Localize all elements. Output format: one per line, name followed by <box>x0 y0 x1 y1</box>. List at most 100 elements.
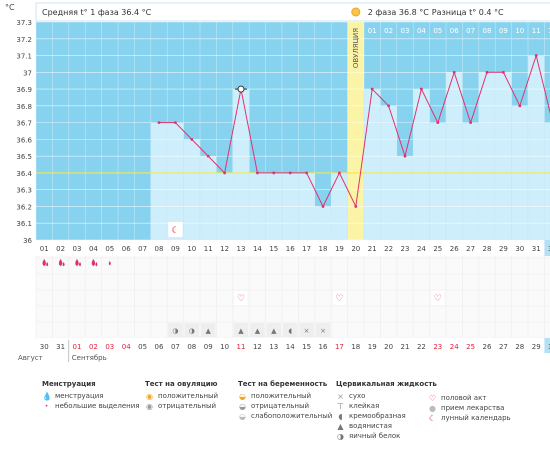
ovulation-negative-icon: ◉ <box>146 401 153 411</box>
moon-cell <box>168 222 183 237</box>
ovulation-band <box>347 22 364 240</box>
menstruation-drop-icon <box>75 259 79 266</box>
y-tick-label: 37 <box>23 69 32 77</box>
watery-icon: ▲ <box>255 327 261 335</box>
calendar-bar <box>36 338 550 353</box>
spotting-drop-icon <box>108 261 111 266</box>
cycle-day-label: 04 <box>417 27 426 35</box>
legend-cervical-title: Цервикальная жидкость <box>336 380 437 388</box>
small-drop-icon: • <box>44 402 49 410</box>
day-axis-bar <box>36 240 550 256</box>
mucus-cell <box>201 323 216 337</box>
cycle-day-label: 11 <box>532 27 541 35</box>
temperature-column <box>150 122 168 241</box>
calendar-date-label: 24 <box>450 343 459 351</box>
calendar-date-label: 27 <box>499 343 508 351</box>
difference-text: Разница t° 0.4 °С <box>432 8 504 17</box>
temperature-point <box>370 87 374 91</box>
today-highlight <box>544 240 550 256</box>
legend-pregnancy-test: Тест на беременность ◒ положительный ◒ отр… <box>238 380 332 421</box>
legend-cervical-item: яичный белок <box>349 432 401 440</box>
day-tick-label: 11 <box>204 245 213 253</box>
legend-other-item: прием лекарства <box>441 404 505 412</box>
temperature-column <box>232 88 250 241</box>
temperature-point <box>534 54 538 57</box>
legend-cervical: Цервикальная жидкость × сухо ⊤ клейкая ◖ кр… <box>336 380 437 441</box>
temperature-point <box>272 171 276 175</box>
calendar-date-label: 23 <box>433 343 442 351</box>
day-tick-label: 06 <box>122 245 131 253</box>
ovulation-positive-icon: ◉ <box>146 391 153 401</box>
calendar-date-label: 07 <box>171 343 180 351</box>
temperature-column <box>429 122 447 241</box>
day-tick-label: 32 <box>548 245 550 253</box>
calendar-date-label: 30 <box>40 343 49 351</box>
legend-menstruation-item: менструация <box>55 392 104 400</box>
pill-icon: ● <box>429 403 436 413</box>
legend-cervical-item: водянистая <box>349 422 393 430</box>
temperature-chart: °С Средняя t° 1 фаза 36.4 °С 2 фаза 36.8 °… <box>5 2 550 362</box>
temperature-point <box>190 137 194 141</box>
calendar-date-label: 13 <box>269 343 278 351</box>
temperature-column <box>527 55 545 241</box>
sun-icon <box>351 7 361 17</box>
legend-ovulation-item: отрицательный <box>158 402 217 410</box>
heart-cell <box>333 291 346 305</box>
calendar-date-label: 08 <box>187 343 196 351</box>
calendar-date-label: 10 <box>220 343 229 351</box>
calendar-date-label: 11 <box>237 343 246 351</box>
day-tick-label: 30 <box>515 245 524 253</box>
temperature-column <box>462 122 480 241</box>
legend-menstruation-title: Менструация <box>42 380 96 388</box>
legend-menstruation: Менструация 💧 менструация • небольшие выде… <box>42 380 140 411</box>
day-tick-label: 02 <box>56 245 65 253</box>
temperature-point <box>403 154 407 158</box>
temperature-point <box>256 171 259 175</box>
menstruation-drop-icon <box>62 262 65 267</box>
day-tick-label: 28 <box>483 245 492 253</box>
day-tick-label: 16 <box>286 245 295 253</box>
legend-ovulation-test: Тест на овуляцию ◉ положительный ◉ отрицат… <box>145 380 218 411</box>
day-tick-label: 31 <box>532 245 541 253</box>
cycle-day-label: 05 <box>433 27 442 35</box>
mucus-cell <box>283 323 298 337</box>
heart-icon: ♡ <box>335 294 343 304</box>
day-tick-label: 23 <box>401 245 410 253</box>
day-tick-label: 12 <box>220 245 229 253</box>
egg-white-icon: ◑ <box>172 327 178 335</box>
calendar-date-label: 18 <box>351 343 360 351</box>
calendar-date-label: 29 <box>532 343 541 351</box>
day-tick-label: 05 <box>105 245 114 253</box>
calendar-date-label: 14 <box>286 343 295 351</box>
calendar-date-label: 21 <box>401 343 410 351</box>
menstruation-drop-icon <box>46 262 49 267</box>
temperature-point <box>518 104 522 108</box>
pregnancy-negative-icon: ◒ <box>239 401 246 411</box>
temperature-column <box>363 88 381 241</box>
menstruation-drop-icon <box>42 259 46 266</box>
cycle-day-label: 03 <box>401 27 410 35</box>
legend-other-item: половой акт <box>441 394 487 402</box>
egg-white-icon: ◑ <box>337 431 344 441</box>
month-label: Сентябрь <box>72 354 107 362</box>
temperature-point <box>338 171 341 175</box>
heart-icon: ♡ <box>428 393 437 403</box>
mucus-cell <box>299 323 314 337</box>
menstruation-drop-icon <box>58 259 63 266</box>
heart-icon: ♡ <box>237 294 245 304</box>
calendar-date-label: 25 <box>466 343 475 351</box>
mucus-cell <box>233 323 249 337</box>
day-tick-label: 29 <box>499 245 508 253</box>
menstruation-drop-icon <box>91 259 96 266</box>
cycle-day-label: 02 <box>384 27 393 35</box>
temperature-point <box>305 171 308 175</box>
temperature-point <box>206 154 210 158</box>
y-tick-label: 36.6 <box>16 136 32 144</box>
day-tick-label: 10 <box>187 245 196 253</box>
calendar-date-label: 01 <box>73 343 82 351</box>
calendar-date-label: 31 <box>56 343 65 351</box>
dry-icon: × <box>320 327 326 335</box>
cycle-day-label: 10 <box>515 27 524 35</box>
temperature-column <box>199 155 217 241</box>
calendar-date-label: 16 <box>319 343 328 351</box>
